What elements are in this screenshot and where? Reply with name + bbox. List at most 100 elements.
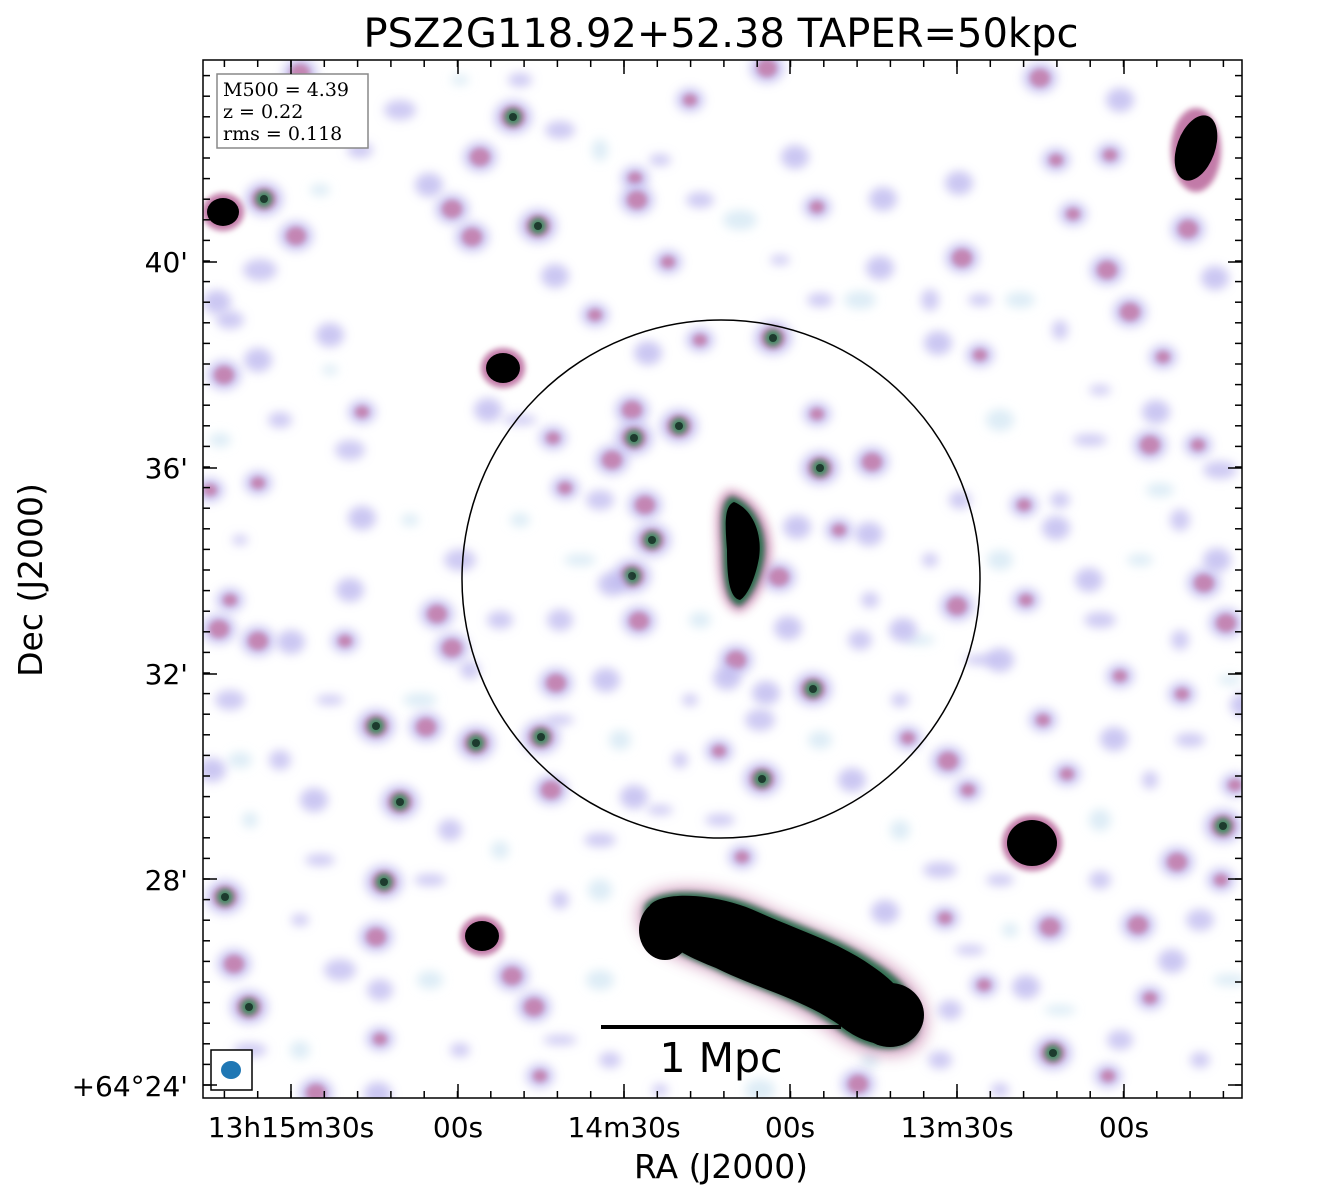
emission-blob <box>534 775 568 805</box>
axis-ticks <box>203 60 1242 1098</box>
emission-blob <box>364 1082 392 1098</box>
emission-blob <box>592 668 620 692</box>
emission-blob <box>216 588 244 612</box>
faint-emission-patch <box>599 1052 621 1068</box>
emission-blob <box>774 616 802 640</box>
emission-blob <box>620 185 654 215</box>
emission-blob <box>336 578 364 602</box>
y-tick-labels: 40' 36' 32' 28' +64°24' <box>72 246 188 1103</box>
faint-emission-patch <box>891 693 909 707</box>
faint-emission-patch <box>1190 1052 1210 1068</box>
emission-blob <box>628 490 662 520</box>
emission-blob <box>654 250 682 274</box>
emission-blob <box>1209 608 1242 638</box>
emission-blob <box>415 173 443 197</box>
faint-emission-patch <box>232 535 248 545</box>
faint-emission-patch <box>938 1000 962 1020</box>
emission-blob <box>207 360 241 390</box>
emission-blob <box>750 60 784 83</box>
faint-emission-patch <box>1005 292 1035 308</box>
emission-blob <box>945 171 973 195</box>
emission-blob <box>728 845 756 869</box>
emission-blob <box>1230 693 1242 717</box>
y-tick-label: 40' <box>145 246 188 279</box>
y-tick-label: +64°24' <box>72 1070 188 1103</box>
x-tick-labels: 13h15m30s 00s 14m30s 00s 13m30s 00s <box>208 1111 1149 1144</box>
faint-emission-patch <box>305 854 335 866</box>
emission-blob <box>522 720 560 754</box>
emission-blob <box>1203 548 1231 572</box>
emission-blob <box>1023 63 1057 93</box>
faint-emission-patch <box>451 75 469 85</box>
emission-blob <box>206 880 244 914</box>
faint-emission-patch <box>1142 771 1158 789</box>
beam-ellipse <box>221 1061 241 1079</box>
emission-blob <box>359 922 393 952</box>
plot-title: PSZ2G118.92+52.38 TAPER=50kpc <box>364 11 1079 57</box>
info-box: M500 = 4.39 z = 0.22 rms = 0.118 <box>216 73 369 149</box>
faint-emission-patch <box>682 694 698 706</box>
faint-emission-patch <box>987 550 1013 570</box>
emission-blob <box>203 758 226 782</box>
emission-blob <box>203 614 236 644</box>
info-mass: M500 = 4.39 <box>223 79 349 101</box>
faint-emission-patch <box>546 715 574 725</box>
faint-emission-patch <box>487 611 513 629</box>
emission-blob <box>713 666 741 690</box>
x-tick-label: 00s <box>1099 1111 1149 1144</box>
emission-blob <box>1053 762 1081 786</box>
emission-blob <box>1106 88 1134 112</box>
faint-emission-patch <box>551 891 569 909</box>
emission-blob <box>203 290 231 314</box>
faint-emission-patch <box>269 750 291 770</box>
faint-emission-patch <box>310 184 330 196</box>
faint-emission-patch <box>1089 385 1111 395</box>
faint-emission-patch <box>745 1079 775 1098</box>
emission-blob <box>686 328 714 352</box>
emission-blob <box>954 778 982 802</box>
emission-blob <box>1207 868 1235 892</box>
emission-blob <box>457 726 495 760</box>
faint-noise-layer <box>209 73 1242 1098</box>
emission-blob <box>541 264 569 288</box>
emission-blob <box>598 572 626 596</box>
faint-emission-patch <box>922 553 938 567</box>
x-tick-label: 14m30s <box>567 1111 680 1144</box>
emission-blob <box>331 629 359 653</box>
faint-emission-patch <box>1213 974 1242 986</box>
emission-blob <box>1029 708 1057 732</box>
faint-emission-patch <box>335 440 365 460</box>
emission-blob <box>348 400 376 424</box>
emission-blob <box>494 100 532 134</box>
emission-blob <box>970 973 998 997</box>
x-tick-label: 00s <box>765 1111 815 1144</box>
emission-blob <box>539 668 573 698</box>
faint-emission-patch <box>450 1043 470 1057</box>
emission-blob <box>615 421 653 455</box>
emission-blob <box>203 478 224 502</box>
emission-blob <box>743 762 781 796</box>
emission-blob <box>781 145 809 169</box>
faint-emission-patch <box>242 812 258 828</box>
emission-blob <box>633 523 671 557</box>
faint-emission-patch <box>545 121 575 139</box>
faint-emission-patch <box>417 971 443 989</box>
emission-blob <box>1106 664 1134 688</box>
faint-emission-patch <box>986 409 1014 431</box>
y-tick-label: 28' <box>145 864 188 897</box>
emission-blob <box>705 739 733 763</box>
emission-blob <box>277 630 305 654</box>
emission-blob <box>855 522 883 546</box>
faint-emission-patch <box>586 490 614 510</box>
emission-blob <box>794 672 832 706</box>
emission-blob <box>945 243 979 273</box>
emission-blob <box>754 321 792 355</box>
faint-emission-patch <box>322 365 338 375</box>
emission-blob <box>801 451 839 485</box>
faint-emission-patch <box>438 819 462 841</box>
emission-blob <box>931 746 965 776</box>
emission-blob <box>241 626 275 656</box>
info-redshift: z = 0.22 <box>223 101 303 123</box>
emission-blob <box>1121 910 1155 940</box>
